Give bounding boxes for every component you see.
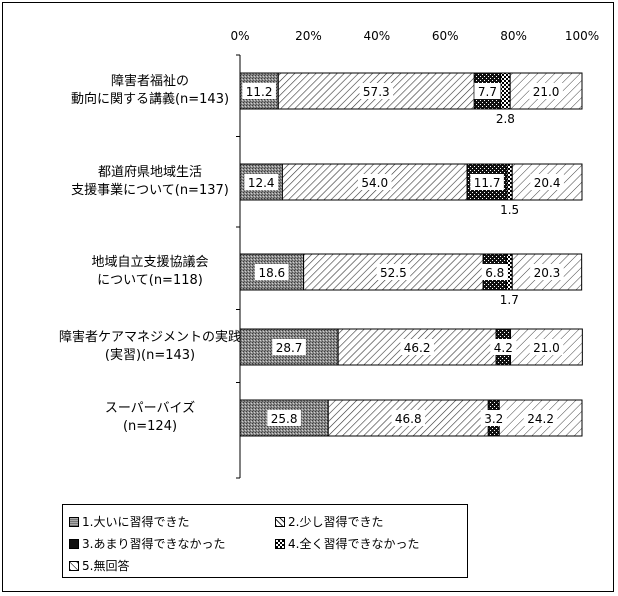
- data-label: 21.0: [533, 341, 560, 355]
- data-label-bg: [523, 410, 558, 426]
- data-label: 20.3: [534, 266, 561, 280]
- data-label-bg: [529, 83, 563, 99]
- bar-segment: [498, 399, 583, 437]
- data-label-bg: [244, 174, 279, 190]
- data-label: 7.7: [478, 85, 497, 99]
- legend-item: 4.全く習得できなかった: [275, 535, 419, 552]
- data-label-bg: [376, 264, 411, 280]
- legend-item: 5.無回答: [69, 557, 129, 574]
- data-label: 1.7: [500, 293, 519, 307]
- data-label-bg: [470, 174, 504, 190]
- data-label: 46.8: [395, 412, 422, 426]
- data-label: 52.5: [380, 266, 407, 280]
- x-tick-label: 60%: [432, 29, 459, 43]
- data-label: 57.3: [363, 85, 390, 99]
- data-label: 1.5: [500, 203, 519, 217]
- data-label-bg: [490, 339, 517, 355]
- data-label-bg: [359, 83, 394, 99]
- category-label: (n=124): [123, 419, 177, 434]
- bar-segment: [506, 163, 513, 201]
- legend: 1.大いに習得できた 2.少し習得できた 3.あまり習得できなかった 4.全く習得でき…: [62, 504, 468, 578]
- data-label: 18.6: [258, 266, 285, 280]
- data-label: 4.2: [494, 341, 513, 355]
- category-label: 地域自立支援協議会: [91, 255, 208, 270]
- data-label: 12.4: [248, 176, 275, 190]
- x-tick-label: 0%: [230, 29, 249, 43]
- data-label-bg: [530, 264, 564, 280]
- data-label: 11.2: [246, 85, 273, 99]
- data-label-bg: [480, 410, 507, 426]
- data-label-bg: [242, 83, 276, 99]
- data-label: 46.2: [404, 341, 431, 355]
- bar-segment: [500, 72, 511, 110]
- data-label: 28.7: [276, 341, 303, 355]
- legend-swatch: [275, 538, 285, 549]
- data-label-bg: [481, 264, 508, 280]
- legend-swatch: [69, 538, 79, 549]
- data-label-bg: [530, 174, 564, 190]
- data-label: 11.7: [474, 176, 501, 190]
- legend-item: 1.大いに習得できた: [69, 513, 189, 530]
- data-label-bg: [272, 339, 306, 355]
- legend-label: 1.大いに習得できた: [82, 515, 190, 529]
- data-label-bg: [400, 339, 434, 355]
- data-label: 25.8: [271, 412, 298, 426]
- data-label: 21.0: [533, 85, 560, 99]
- bar-segment: [239, 253, 305, 291]
- category-label: 支援事業について(n=137): [71, 182, 229, 198]
- data-label: 24.2: [527, 412, 554, 426]
- category-label: 障害者ケアマネジメントの実践: [59, 329, 241, 345]
- legend-label: 3.あまり習得できなかった: [82, 537, 226, 551]
- legend-item: 3.あまり習得できなかった: [69, 535, 225, 552]
- category-label: 動向に関する講義(n=143): [71, 91, 229, 107]
- legend-swatch: [69, 516, 79, 527]
- data-label-bg: [474, 83, 501, 99]
- category-label: (実習)(n=143): [105, 347, 195, 363]
- x-tick-label: 80%: [500, 29, 527, 43]
- category-label: について(n=118): [97, 273, 203, 288]
- x-tick-label: 20%: [295, 29, 322, 43]
- category-label: 障害者福祉の: [111, 73, 189, 89]
- legend-label: 4.全く習得できなかった: [288, 537, 420, 551]
- data-label: 20.4: [534, 176, 561, 190]
- data-label-bg: [255, 264, 289, 280]
- data-label-bg: [529, 339, 564, 355]
- data-label: 3.2: [484, 412, 503, 426]
- data-label-bg: [267, 410, 301, 426]
- data-label: 2.8: [496, 112, 515, 126]
- legend-swatch: [69, 560, 79, 571]
- category-label: スーパーバイズ: [105, 400, 195, 416]
- legend-label: 5.無回答: [82, 559, 130, 573]
- data-label-bg: [391, 410, 426, 426]
- legend-swatch: [275, 516, 285, 527]
- data-label-bg: [357, 174, 392, 190]
- category-label: 都道府県地域生活: [98, 165, 202, 180]
- legend-item: 2.少し習得できた: [275, 513, 383, 530]
- x-tick-label: 100%: [565, 29, 599, 43]
- data-label: 6.8: [485, 266, 504, 280]
- data-label: 54.0: [361, 176, 388, 190]
- x-tick-label: 40%: [363, 29, 390, 43]
- legend-label: 2.少し習得できた: [288, 515, 384, 529]
